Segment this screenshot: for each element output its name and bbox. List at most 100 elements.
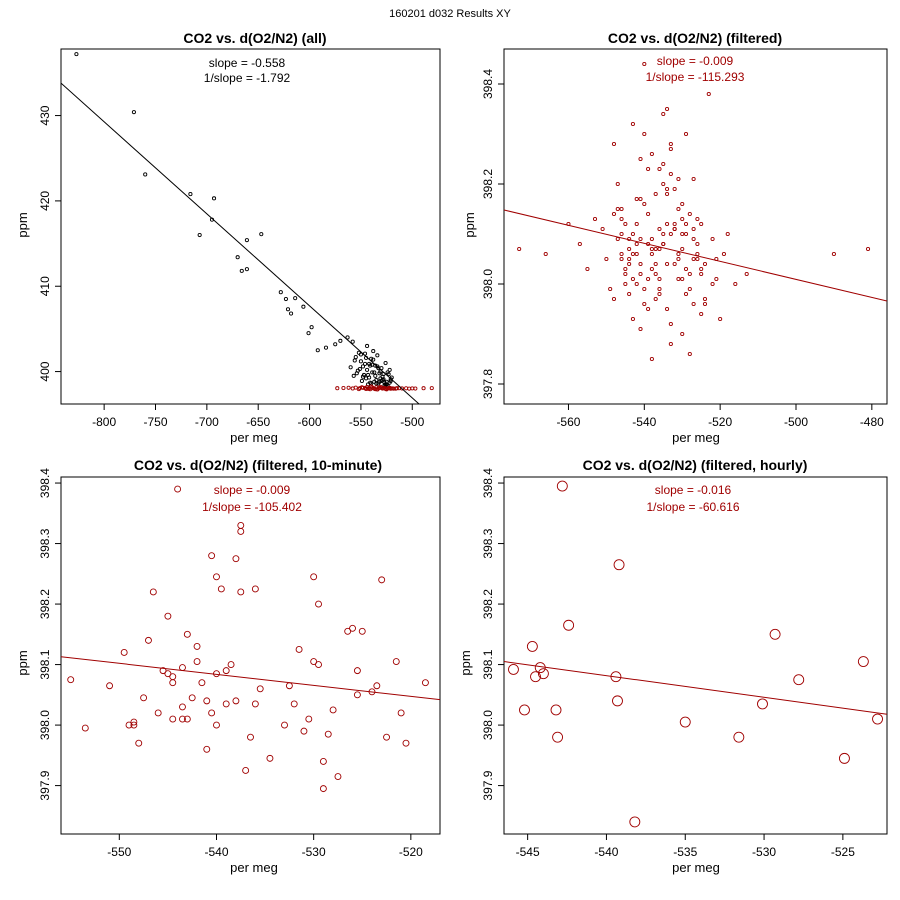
point-filtered bbox=[695, 241, 700, 247]
point-filtered bbox=[691, 236, 696, 242]
point-10-minute bbox=[383, 733, 391, 741]
point-10-minute bbox=[256, 685, 264, 693]
point-all bbox=[388, 378, 393, 384]
point-filtered bbox=[702, 301, 708, 307]
x-tick-label: -560 bbox=[556, 415, 580, 429]
point-filtered bbox=[653, 191, 658, 197]
point-filtered bbox=[661, 181, 666, 187]
y-tick-label: 398.4 bbox=[481, 69, 495, 99]
point-10-minute bbox=[281, 721, 288, 729]
point-filtered bbox=[623, 221, 628, 227]
point-all bbox=[369, 356, 374, 361]
point-filtered bbox=[630, 251, 635, 257]
point-filtered bbox=[683, 291, 689, 297]
point-all bbox=[309, 325, 314, 330]
point-10-minute bbox=[344, 627, 352, 635]
point-filtered bbox=[585, 266, 590, 272]
x-tick-label: -700 bbox=[195, 415, 219, 429]
point-filtered bbox=[668, 146, 673, 152]
point-filtered bbox=[680, 276, 685, 282]
point-10-minute bbox=[324, 730, 332, 738]
point-hourly bbox=[612, 695, 623, 707]
point-10-minute bbox=[208, 709, 216, 717]
point-hourly bbox=[552, 731, 564, 743]
point-filtered bbox=[630, 276, 635, 282]
point-10-minute bbox=[402, 739, 410, 747]
point-filtered bbox=[619, 216, 624, 222]
x-tick-label: -800 bbox=[92, 415, 116, 429]
point-filtered bbox=[649, 151, 654, 157]
point-10-minute bbox=[237, 528, 245, 535]
point-filtered bbox=[634, 196, 639, 202]
point-10-minute bbox=[247, 733, 254, 741]
point-10-minute bbox=[169, 679, 177, 687]
point-filtered bbox=[634, 251, 639, 257]
point-all bbox=[352, 358, 357, 363]
point-10-minute bbox=[237, 588, 245, 596]
point-filtered bbox=[638, 236, 643, 242]
panel-title: CO2 vs. d(O2/N2) (filtered, 10-minute) bbox=[134, 457, 382, 473]
point-filtered bbox=[661, 111, 666, 117]
point-filtered bbox=[646, 211, 651, 217]
point-filtered bbox=[592, 216, 598, 222]
point-all bbox=[374, 381, 379, 386]
point-hourly bbox=[733, 731, 745, 743]
inv-slope-annotation: 1/slope = -105.402 bbox=[202, 500, 302, 514]
point-10-minute bbox=[285, 682, 293, 690]
y-tick-label: 400 bbox=[38, 361, 52, 381]
inv-slope-annotation: 1/slope = -1.792 bbox=[204, 71, 291, 85]
point-filtered bbox=[634, 221, 639, 227]
x-tick-label: -525 bbox=[831, 845, 855, 859]
point-all bbox=[376, 366, 381, 371]
panel-hourly: CO2 vs. d(O2/N2) (filtered, hourly) slop… bbox=[458, 457, 888, 875]
point-filtered bbox=[668, 231, 673, 237]
point-filtered bbox=[341, 385, 346, 391]
regression-line bbox=[504, 209, 887, 302]
point-filtered bbox=[608, 286, 613, 292]
point-all bbox=[285, 307, 291, 312]
point-filtered bbox=[672, 226, 677, 232]
point-filtered bbox=[683, 266, 689, 272]
x-axis-label: per meg bbox=[672, 430, 720, 445]
point-filtered bbox=[543, 251, 548, 257]
point-all bbox=[315, 348, 320, 353]
point-10-minute bbox=[319, 757, 327, 765]
point-filtered bbox=[691, 301, 696, 307]
point-filtered bbox=[702, 296, 708, 302]
point-all bbox=[384, 382, 389, 387]
point-10-minute bbox=[149, 588, 157, 596]
point-10-minute bbox=[358, 627, 366, 635]
point-all bbox=[351, 373, 356, 378]
regression-line bbox=[61, 82, 420, 404]
point-filtered bbox=[653, 271, 658, 277]
x-tick-label: -600 bbox=[298, 415, 322, 429]
point-10-minute bbox=[179, 715, 186, 723]
x-axis-label: per meg bbox=[672, 860, 720, 875]
panel-title: CO2 vs. d(O2/N2) (filtered) bbox=[608, 30, 782, 46]
point-filtered bbox=[600, 226, 605, 232]
point-all bbox=[289, 311, 294, 316]
point-filtered bbox=[668, 321, 673, 327]
point-filtered bbox=[630, 121, 635, 127]
slope-annotation: slope = -0.009 bbox=[657, 54, 734, 68]
point-filtered bbox=[661, 231, 666, 237]
point-filtered bbox=[699, 266, 704, 272]
y-tick-label: 398.0 bbox=[38, 710, 52, 740]
x-tick-label: -480 bbox=[860, 415, 884, 429]
point-all bbox=[370, 362, 375, 367]
point-10-minute bbox=[183, 630, 191, 638]
point-10-minute bbox=[315, 661, 322, 669]
y-axis-label: ppm bbox=[462, 212, 477, 237]
point-10-minute bbox=[145, 636, 152, 644]
point-filtered bbox=[399, 386, 405, 391]
point-filtered bbox=[657, 166, 662, 172]
page-title: 160201 d032 Results XY bbox=[389, 8, 511, 20]
y-tick-label: 397.9 bbox=[481, 770, 495, 800]
point-filtered bbox=[665, 261, 670, 267]
point-10-minute bbox=[125, 721, 133, 729]
point-hourly bbox=[769, 628, 781, 640]
point-all bbox=[278, 290, 283, 295]
point-10-minute bbox=[305, 715, 313, 723]
point-filtered bbox=[611, 141, 617, 147]
x-tick-label: -540 bbox=[594, 845, 618, 859]
